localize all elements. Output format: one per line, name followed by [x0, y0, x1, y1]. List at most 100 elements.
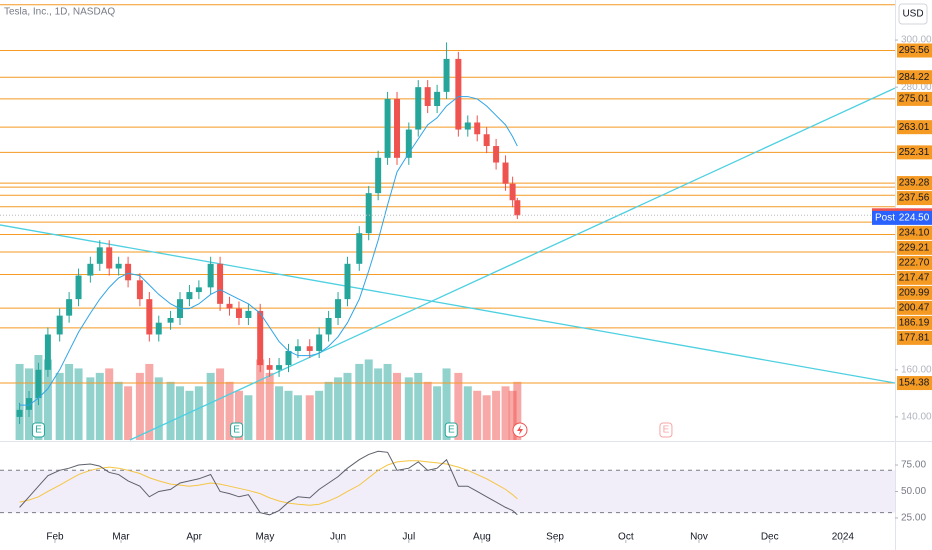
candle-body: [16, 409, 23, 417]
rsi-line: [19, 450, 518, 516]
candle-body: [266, 365, 273, 370]
level-label-box: [897, 315, 932, 330]
candle-body: [316, 334, 323, 351]
rsi-tick-label: 75.00: [901, 460, 926, 471]
volume-bar: [185, 390, 194, 440]
x-tick-label: Mar: [112, 532, 130, 543]
volume-bar: [145, 363, 154, 440]
volume-bar: [55, 372, 64, 440]
currency-box[interactable]: [898, 3, 928, 25]
event-label: E: [233, 425, 240, 436]
candle-body: [87, 263, 94, 276]
currency: USD: [902, 9, 923, 20]
level-label-box: [897, 240, 932, 255]
volume-bar: [216, 368, 225, 440]
volume-bar: [86, 377, 95, 440]
volume-bar: [404, 377, 413, 440]
candle-body: [384, 98, 391, 158]
volume-bar: [315, 390, 324, 440]
volume-bar: [74, 368, 83, 440]
x-tick-label: Oct: [618, 532, 634, 543]
level-label: 284.22: [899, 72, 930, 83]
candle-body: [207, 263, 214, 288]
level-label: 237.56: [899, 193, 930, 204]
x-tick-label: Jun: [330, 532, 346, 543]
x-tick-label: 2024: [832, 532, 855, 543]
level-label-box: [897, 285, 932, 300]
candle-body: [235, 308, 242, 318]
level-label: 275.01: [899, 94, 930, 105]
candle-body: [115, 263, 122, 269]
candle-body: [257, 310, 264, 366]
lightning: [517, 425, 523, 435]
post-name-box: [872, 210, 898, 225]
level-label: 263.01: [899, 122, 930, 133]
level-label-box: [897, 300, 932, 315]
candle-body: [245, 310, 252, 318]
level-label-box: [897, 225, 932, 240]
candle-body: [455, 58, 462, 130]
candle-body: [483, 134, 490, 147]
candle-body: [375, 157, 382, 194]
candle-body: [344, 263, 351, 300]
volume-bar: [166, 381, 175, 440]
moving-average: [19, 96, 518, 406]
level-label-box: [897, 145, 932, 160]
level-label: 295.56: [899, 45, 930, 56]
candle-body: [26, 398, 33, 410]
candle-body: [56, 315, 63, 335]
level-label: 209.99: [899, 288, 930, 299]
post-name: Post: [875, 213, 895, 224]
level-label: 217.47: [899, 273, 930, 284]
volume-bar: [442, 368, 451, 440]
candle-body: [405, 129, 412, 158]
level-label: 234.10: [899, 228, 930, 239]
candle-body: [493, 146, 500, 163]
candle-body: [217, 263, 224, 304]
candle-body: [195, 287, 202, 293]
volume-bar: [135, 372, 144, 440]
volume-bar: [154, 377, 163, 440]
volume-bar: [225, 381, 234, 440]
level-label: 252.31: [899, 147, 930, 158]
plot: Feb Mar Apr May Jun Jul Aug Sep Oct Nov Dec 2024 300…: [0, 4, 932, 543]
y-tick-label: 140.00: [901, 412, 932, 423]
volume-bar: [256, 359, 265, 440]
post-price: 224.50: [899, 213, 930, 224]
candle-body: [502, 162, 509, 184]
trendline: [129, 87, 896, 441]
volume-bar: [355, 363, 364, 440]
volume-bar: [124, 386, 133, 440]
x-tick-label: Nov: [690, 532, 708, 543]
candle-body: [125, 263, 132, 281]
event-label: E: [663, 425, 670, 436]
volume-bar: [15, 363, 24, 440]
rsi-tick-label: 25.00: [901, 513, 926, 524]
volume-bar: [513, 381, 522, 440]
x-tick-label: Feb: [46, 532, 64, 543]
level-label: 222.70: [899, 258, 930, 269]
volume-bar: [414, 372, 423, 440]
level-label-box: [897, 330, 932, 345]
volume-bar: [383, 363, 392, 440]
candle-body: [365, 193, 372, 234]
volume-bar: [275, 386, 284, 440]
volume-bar: [433, 386, 442, 440]
level-label-box: [897, 255, 932, 270]
candle-body: [186, 292, 193, 300]
volume-bar: [65, 363, 74, 440]
x-tick-label: Jul: [402, 532, 415, 543]
candle-body: [167, 317, 174, 323]
volume-bar: [284, 390, 293, 440]
level-label-box: [897, 91, 932, 106]
x-tick-label: Dec: [761, 532, 779, 543]
level-label: 200.47: [899, 303, 930, 314]
level-label: 177.81: [899, 333, 930, 344]
candle-body: [434, 91, 441, 106]
volume-bar: [234, 390, 243, 440]
candle-body: [335, 299, 342, 318]
volume-bar: [175, 386, 184, 440]
candle-body: [474, 122, 481, 135]
